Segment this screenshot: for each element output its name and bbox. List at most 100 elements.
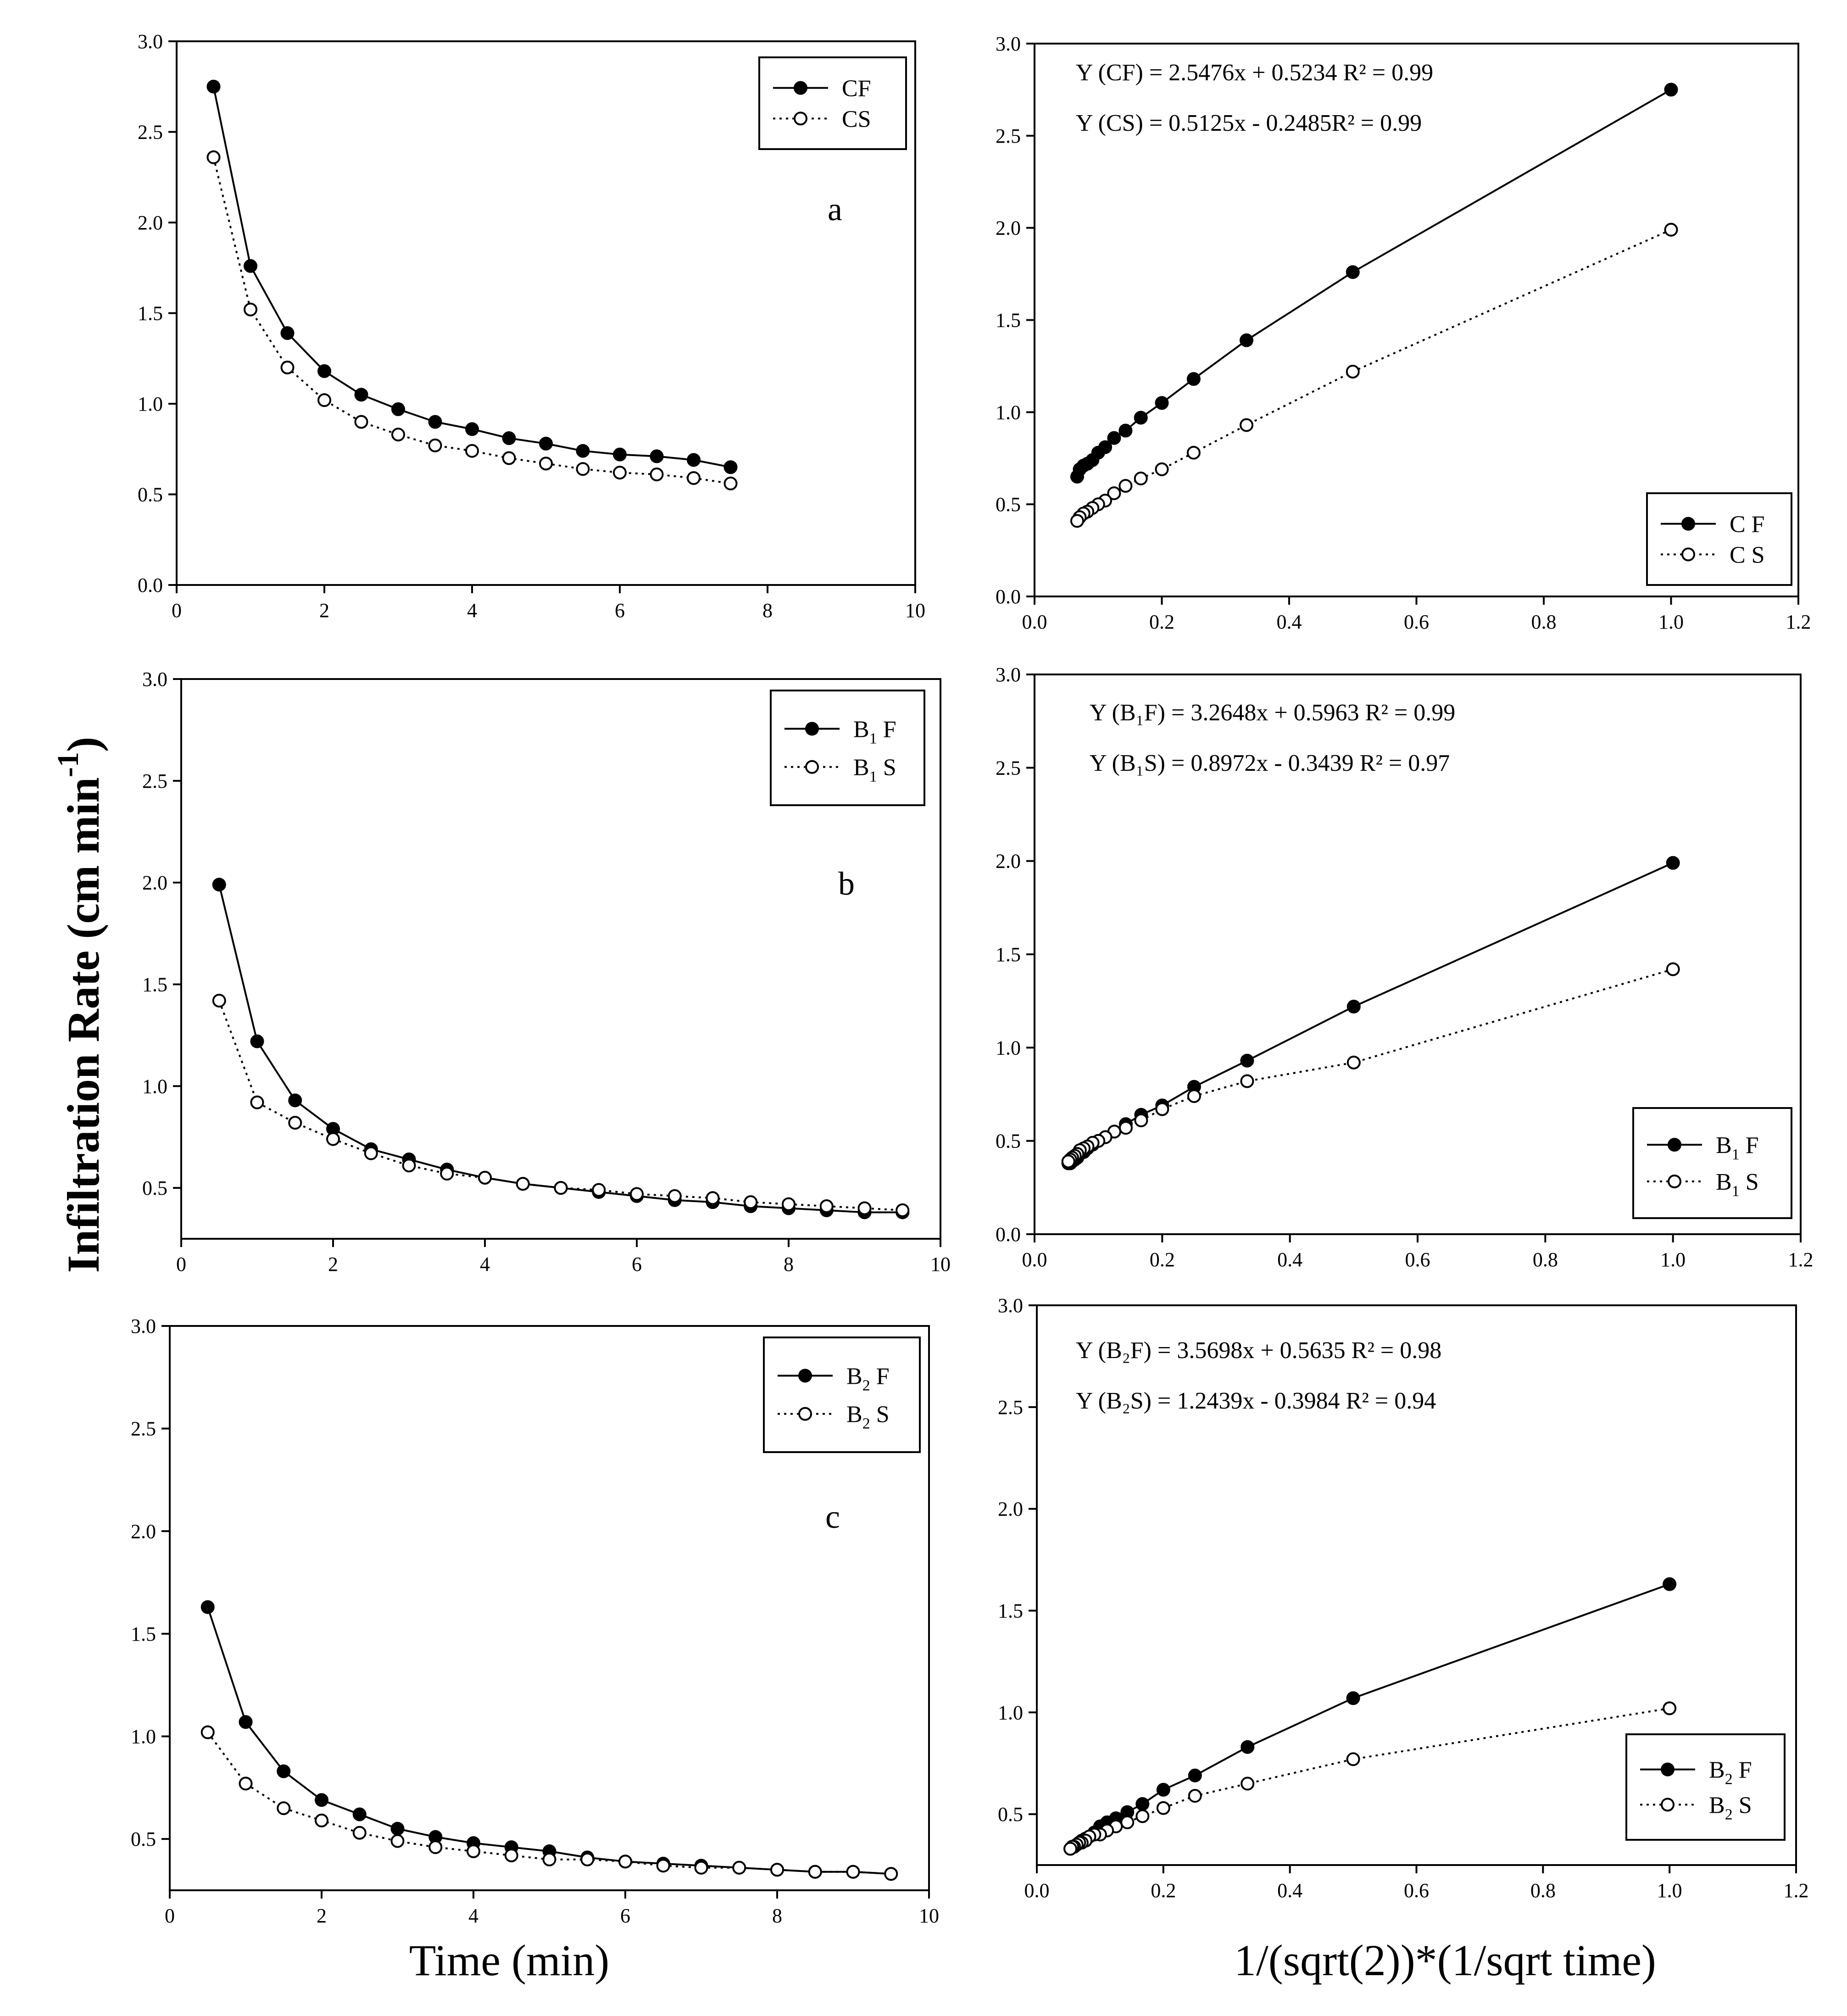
x-tick-label: 4	[480, 1253, 490, 1275]
x-tick-label: 1.2	[1786, 611, 1811, 633]
y-tick-label: 0.5	[998, 1803, 1023, 1826]
legend: CF CS	[758, 56, 907, 150]
chart-panel-b: 0 2 4 6 8 10 0.5 1.0 1.5 2.0 2.5 3.0 B1 F B1 S b	[142, 668, 951, 1275]
x-tick-label: 4	[467, 599, 477, 622]
y-tick-label: 3.0	[996, 33, 1021, 55]
data-point	[1118, 423, 1133, 438]
y-tick-label: 1.0	[998, 1701, 1023, 1724]
x-tick-label: 0.0	[1024, 1879, 1050, 1902]
data-point	[206, 150, 221, 164]
data-point	[819, 1199, 834, 1214]
data-point	[478, 1170, 492, 1185]
data-point	[576, 462, 590, 476]
data-point	[364, 1146, 378, 1160]
chart-panel-a-linear: 0.0 0.2 0.4 0.6 0.8 1.0 1.2 0.0 0.5 1.0 1.5 2.0 2.5 3…	[996, 33, 1811, 633]
legend-marker	[1668, 1138, 1681, 1152]
regression-equation: Y (B₂F) = 3.5698x + 0.5635 R² = 0.98	[1076, 1337, 1441, 1364]
data-point	[244, 302, 257, 317]
y-tick-label: 2.5	[996, 125, 1021, 147]
legend-marker	[1681, 547, 1695, 562]
data-point	[650, 468, 664, 482]
data-point	[1061, 1154, 1075, 1169]
x-tick-label: 0.4	[1277, 1879, 1302, 1902]
data-point	[1155, 1102, 1169, 1116]
data-point	[288, 1093, 302, 1108]
chart-panel-c: 0 2 4 6 8 10 0.5 1.0 1.5 2.0 2.5 3.0 B2 F B2 S c	[131, 1315, 939, 1927]
data-point	[782, 1197, 796, 1211]
legend-label: B2 F	[1709, 1757, 1752, 1788]
legend-marker	[1661, 1762, 1675, 1777]
x-tick-label: 0.0	[1022, 1248, 1047, 1271]
regression-equation: Y (B₁S) = 0.8972x - 0.3439 R² = 0.97	[1090, 750, 1450, 776]
x-tick-label: 0.8	[1530, 1879, 1556, 1902]
data-point	[668, 1189, 682, 1203]
data-point	[857, 1201, 872, 1215]
chart-panel-a: 0 2 4 6 8 10 0.0 0.5 1.0 1.5 2.0 2.5 3.0 CF CS a	[138, 30, 925, 622]
data-point	[1134, 471, 1148, 485]
x-tick-label: 0.8	[1533, 1248, 1558, 1271]
data-point	[656, 1859, 670, 1873]
data-point	[542, 1852, 556, 1866]
data-point	[428, 438, 442, 452]
legend-label: B1 F	[1716, 1132, 1759, 1163]
x-tick-label: 0.6	[1405, 1248, 1430, 1271]
data-point	[390, 1821, 405, 1836]
y-tick-label: 2.5	[996, 757, 1021, 779]
x-tick-label: 0.8	[1531, 611, 1557, 633]
legend-marker	[798, 1407, 812, 1421]
data-point	[277, 1801, 291, 1816]
y-tick-label: 1.0	[131, 1726, 156, 1748]
legend-marker	[805, 760, 819, 774]
y-tick-label: 2.0	[996, 217, 1021, 239]
x-tick-label: 6	[632, 1253, 642, 1275]
x-tick-label: 10	[905, 599, 925, 622]
y-tick-label: 0.0	[138, 574, 163, 596]
data-point	[1156, 1782, 1170, 1797]
legend-label: B1 F	[853, 716, 896, 747]
y-tick-label: 1.0	[996, 401, 1021, 423]
y-tick-label: 1.5	[996, 309, 1021, 332]
data-point	[694, 1860, 708, 1875]
data-point	[354, 388, 368, 402]
y-tick-label: 0.0	[996, 585, 1021, 608]
legend-marker	[798, 1369, 812, 1383]
legend-label: B2 S	[846, 1402, 890, 1432]
x-tick-label: 0.4	[1277, 1248, 1302, 1271]
data-point	[1063, 1842, 1078, 1856]
data-point	[317, 393, 331, 407]
data-point	[1346, 999, 1361, 1014]
data-point	[326, 1132, 340, 1146]
legend-marker	[794, 81, 807, 95]
x-tick-label: 2	[319, 599, 329, 622]
y-tick-label: 2.5	[998, 1396, 1023, 1419]
legend: B2 F B2 S	[1625, 1733, 1786, 1841]
x-tick-label: 0.6	[1404, 611, 1429, 633]
legend-marker	[1681, 517, 1695, 531]
y-tick-label: 2.0	[998, 1498, 1023, 1520]
data-point	[504, 1848, 518, 1862]
data-point	[687, 453, 701, 467]
data-point	[280, 326, 295, 340]
y-tick-label: 0.0	[996, 1223, 1021, 1246]
legend-box	[758, 56, 907, 150]
data-point	[1186, 446, 1201, 460]
data-point	[315, 1793, 328, 1807]
data-point	[732, 1860, 746, 1875]
data-point	[1118, 479, 1133, 493]
data-point	[592, 1183, 606, 1197]
data-point	[618, 1854, 632, 1869]
data-point	[1346, 1055, 1361, 1069]
y-tick-label: 3.0	[138, 30, 163, 53]
data-point	[723, 476, 738, 490]
legend-marker	[805, 722, 819, 736]
data-point	[1070, 469, 1084, 484]
data-point	[440, 1167, 454, 1181]
data-point	[1240, 333, 1254, 347]
x-tick-label: 0.2	[1149, 611, 1174, 633]
x-tick-label: 8	[772, 1905, 782, 1927]
y-tick-label: 3.0	[996, 663, 1021, 686]
legend-label: CS	[842, 106, 871, 132]
data-point	[1187, 1089, 1201, 1103]
